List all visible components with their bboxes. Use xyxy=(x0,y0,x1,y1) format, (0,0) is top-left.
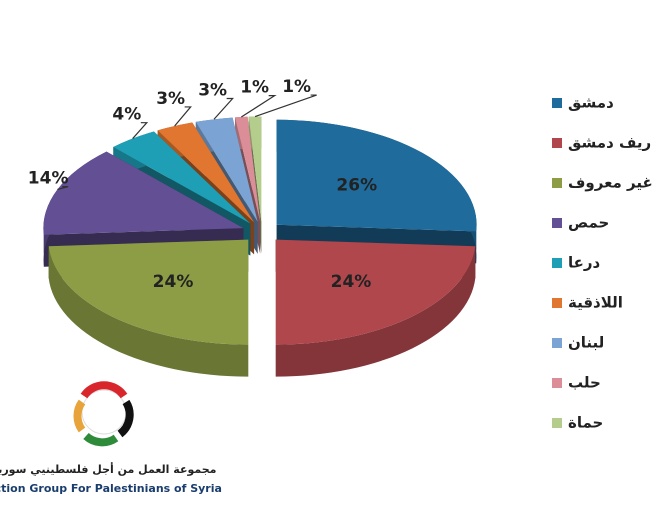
legend-label: حلب xyxy=(568,374,601,392)
legend-label: لبنان xyxy=(568,334,604,352)
slice xyxy=(195,117,258,222)
legend: دمشق ريف دمشق غير معروف حمص درعا اللاذقية لبنا… xyxy=(552,94,653,432)
legend-label: اللاذقية xyxy=(568,294,623,312)
leader-line xyxy=(240,95,277,118)
legend-swatch xyxy=(552,378,562,388)
legend-swatch xyxy=(552,418,562,428)
slice xyxy=(276,119,477,232)
legend-label: درعا xyxy=(568,254,601,272)
legend-swatch xyxy=(552,178,562,188)
pie xyxy=(43,116,477,377)
legend-swatch xyxy=(552,98,562,108)
value-label: 26% xyxy=(336,175,377,195)
value-label: 3% xyxy=(156,89,185,109)
legend-label: حمص xyxy=(568,214,609,232)
slice xyxy=(248,116,262,222)
leader-line xyxy=(57,186,69,191)
value-label: 4% xyxy=(112,105,141,125)
value-label: 24% xyxy=(331,272,372,292)
legend-swatch xyxy=(552,218,562,228)
slice xyxy=(43,151,244,235)
logo-english: Action Group For Palestinians of Syria xyxy=(0,482,222,495)
logo-arc xyxy=(73,399,86,433)
logo: مجموعة العمل من أجل فلسطينيي سورية Actio… xyxy=(0,381,222,495)
legend-swatch xyxy=(552,338,562,348)
slice-side xyxy=(275,246,476,377)
logo-arabic: مجموعة العمل من أجل فلسطينيي سورية xyxy=(0,462,216,476)
value-label: 1% xyxy=(282,77,311,97)
legend-label: ريف دمشق xyxy=(568,134,651,152)
value-label: 14% xyxy=(28,169,69,189)
leader-line xyxy=(132,122,149,139)
legend-swatch xyxy=(552,298,562,308)
legend-label: دمشق xyxy=(568,94,614,112)
logo-arc xyxy=(117,399,134,438)
slice xyxy=(48,239,249,345)
legend-swatch xyxy=(552,258,562,268)
slice xyxy=(275,239,476,345)
slice xyxy=(235,116,261,222)
legend-swatch xyxy=(552,138,562,148)
slice-side xyxy=(48,246,249,377)
leader-line xyxy=(174,106,192,127)
value-label: 1% xyxy=(240,78,269,98)
logo-ring xyxy=(81,389,127,435)
value-label: 24% xyxy=(153,272,194,292)
leader-line xyxy=(213,97,235,120)
value-label: 3% xyxy=(198,80,227,100)
slice xyxy=(113,131,251,224)
logo-arc xyxy=(80,381,128,399)
legend-label: غير معروف xyxy=(568,174,653,192)
logo-arc xyxy=(83,432,119,447)
slice xyxy=(157,122,255,223)
legend-label: حماة xyxy=(568,414,603,432)
leader-line xyxy=(254,94,317,118)
